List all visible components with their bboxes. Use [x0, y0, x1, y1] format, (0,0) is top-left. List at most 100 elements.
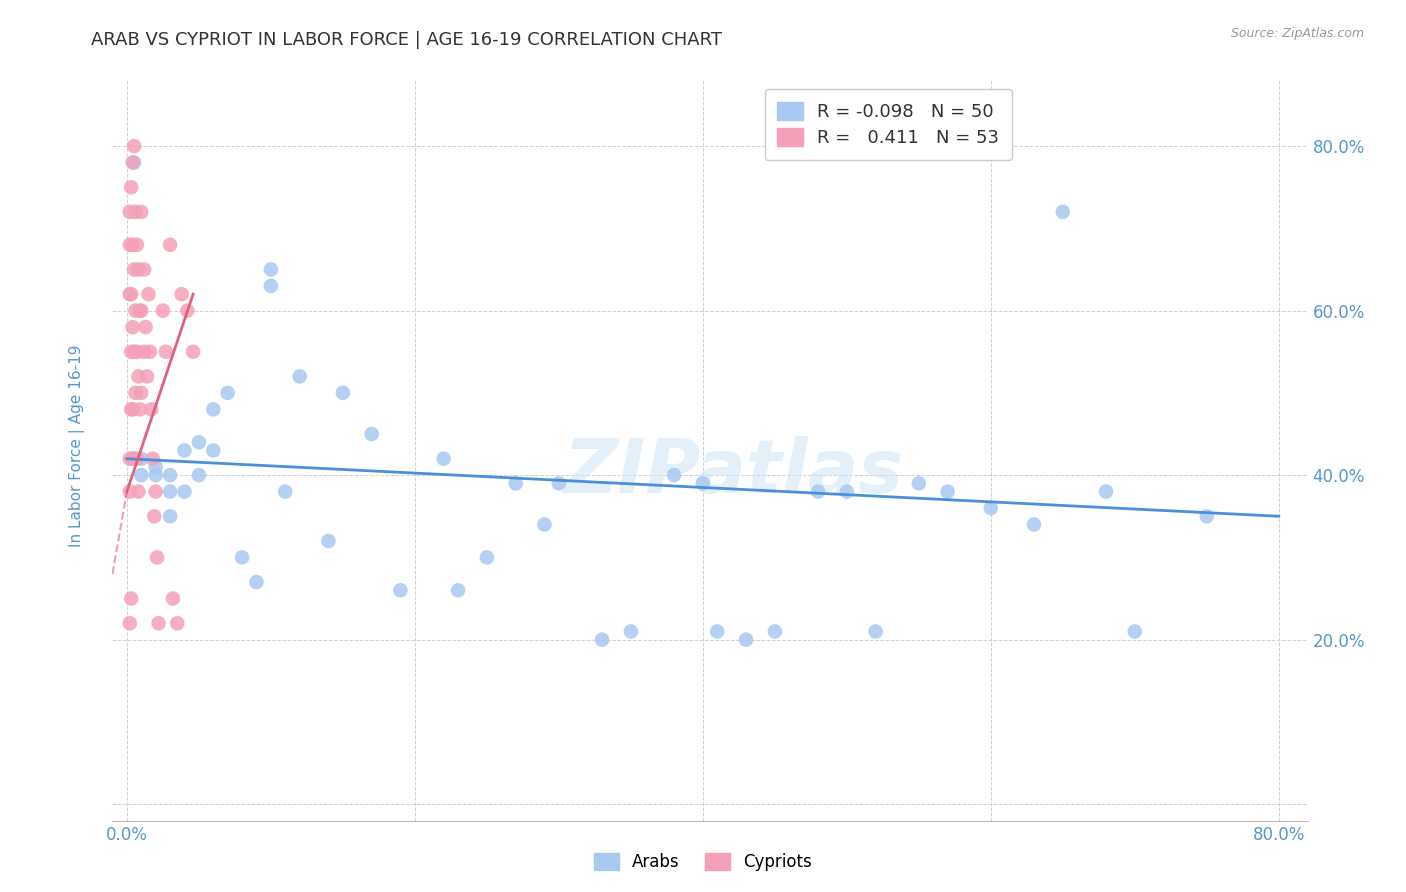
Point	[173, 484, 195, 499]
Point	[125, 237, 148, 252]
Point	[145, 459, 167, 474]
Point	[202, 402, 225, 417]
Point	[146, 550, 169, 565]
Point	[118, 287, 141, 301]
Point	[122, 139, 145, 153]
Point	[124, 205, 146, 219]
Point	[176, 303, 198, 318]
Legend: Arabs, Cypriots: Arabs, Cypriots	[586, 845, 820, 880]
Point	[202, 443, 225, 458]
Point	[143, 509, 166, 524]
Point	[187, 435, 209, 450]
Point	[152, 303, 174, 318]
Point	[217, 385, 239, 400]
Point	[162, 591, 184, 606]
Point	[389, 583, 412, 598]
Point	[865, 624, 887, 639]
Point	[125, 344, 148, 359]
Point	[139, 344, 162, 359]
Point	[936, 484, 959, 499]
Point	[121, 155, 143, 169]
Point	[129, 451, 152, 466]
Point	[118, 205, 141, 219]
Point	[547, 476, 569, 491]
Point	[127, 484, 149, 499]
Point	[260, 262, 283, 277]
Point	[662, 468, 685, 483]
Point	[121, 402, 143, 417]
Point	[121, 451, 143, 466]
Point	[433, 451, 456, 466]
Point	[122, 155, 145, 169]
Point	[145, 484, 167, 499]
Point	[124, 303, 146, 318]
Point	[121, 320, 143, 334]
Point	[533, 517, 555, 532]
Point	[129, 385, 152, 400]
Point	[120, 287, 142, 301]
Point	[475, 550, 498, 565]
Point	[187, 468, 209, 483]
Point	[138, 287, 160, 301]
Point	[118, 237, 141, 252]
Point	[173, 443, 195, 458]
Text: ARAB VS CYPRIOT IN LABOR FORCE | AGE 16-19 CORRELATION CHART: ARAB VS CYPRIOT IN LABOR FORCE | AGE 16-…	[91, 31, 723, 49]
Point	[735, 632, 758, 647]
Point	[980, 501, 1002, 516]
Point	[122, 451, 145, 466]
Point	[155, 344, 177, 359]
Point	[125, 451, 148, 466]
Point	[159, 468, 181, 483]
Point	[134, 262, 156, 277]
Text: ZIPatlas: ZIPatlas	[564, 436, 904, 509]
Point	[141, 402, 163, 417]
Point	[1052, 205, 1074, 219]
Point	[274, 484, 297, 499]
Point	[170, 287, 193, 301]
Text: Source: ZipAtlas.com: Source: ZipAtlas.com	[1230, 27, 1364, 40]
Point	[1195, 509, 1218, 524]
Point	[121, 237, 143, 252]
Point	[148, 616, 170, 631]
Point	[706, 624, 728, 639]
Point	[122, 262, 145, 277]
Point	[120, 180, 142, 194]
Point	[118, 484, 141, 499]
Point	[120, 344, 142, 359]
Point	[807, 484, 830, 499]
Point	[332, 385, 354, 400]
Point	[129, 205, 152, 219]
Point	[505, 476, 527, 491]
Point	[591, 632, 613, 647]
Point	[122, 344, 145, 359]
Point	[127, 262, 149, 277]
Point	[118, 616, 141, 631]
Point	[260, 279, 283, 293]
Point	[135, 320, 157, 334]
Point	[129, 468, 152, 483]
Point	[129, 303, 152, 318]
Point	[134, 344, 156, 359]
Point	[447, 583, 470, 598]
Point	[166, 616, 188, 631]
Point	[120, 591, 142, 606]
Point	[124, 385, 146, 400]
Point	[159, 237, 181, 252]
Point	[136, 369, 159, 384]
Point	[318, 533, 340, 548]
Legend: R = -0.098   N = 50, R =   0.411   N = 53: R = -0.098 N = 50, R = 0.411 N = 53	[765, 89, 1012, 160]
Point	[288, 369, 311, 384]
Point	[181, 344, 204, 359]
Point	[118, 451, 141, 466]
Point	[142, 451, 165, 466]
Text: In Labor Force | Age 16-19: In Labor Force | Age 16-19	[69, 344, 86, 548]
Point	[620, 624, 643, 639]
Point	[127, 369, 149, 384]
Point	[907, 476, 929, 491]
Point	[128, 402, 150, 417]
Point	[120, 402, 142, 417]
Point	[692, 476, 714, 491]
Point	[1095, 484, 1118, 499]
Point	[231, 550, 253, 565]
Point	[159, 509, 181, 524]
